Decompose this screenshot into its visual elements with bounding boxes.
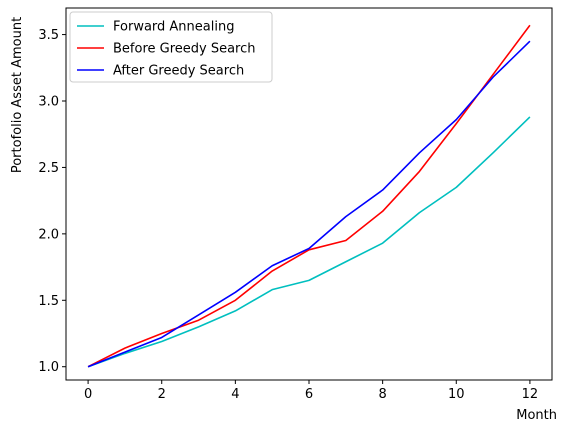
series-lines	[87, 24, 531, 368]
y-tick-label: 3.5	[38, 28, 59, 43]
legend: Forward Annealing Before Greedy Search Aft…	[69, 11, 273, 83]
legend-label-2: After Greedy Search	[113, 64, 244, 79]
x-axis: 0 2 4 6 8 10 12	[84, 380, 538, 402]
series-line-0	[87, 116, 531, 368]
series-line-2	[87, 40, 531, 368]
x-tick-label: 4	[231, 387, 239, 402]
x-tick-label: 2	[158, 387, 166, 402]
legend-label-1: Before Greedy Search	[113, 42, 256, 57]
legend-label-0: Forward Annealing	[113, 20, 234, 35]
y-tick-label: 2.5	[38, 161, 59, 176]
series-line-1	[87, 24, 531, 368]
y-tick-label: 1.0	[38, 360, 59, 375]
y-tick-label: 2.0	[38, 227, 59, 242]
x-tick-label: 0	[84, 387, 92, 402]
y-axis-label: Portofolio Asset Amount	[10, 17, 25, 173]
x-tick-label: 12	[522, 387, 539, 402]
y-axis: 1.0 1.5 2.0 2.5 3.0 3.5	[38, 28, 66, 375]
x-tick-label: 8	[378, 387, 386, 402]
x-axis-label: Month	[516, 408, 557, 423]
legend-box	[69, 11, 273, 83]
y-tick-label: 1.5	[38, 294, 59, 309]
x-tick-label: 6	[305, 387, 313, 402]
y-tick-label: 3.0	[38, 95, 59, 110]
x-tick-label: 10	[448, 387, 465, 402]
